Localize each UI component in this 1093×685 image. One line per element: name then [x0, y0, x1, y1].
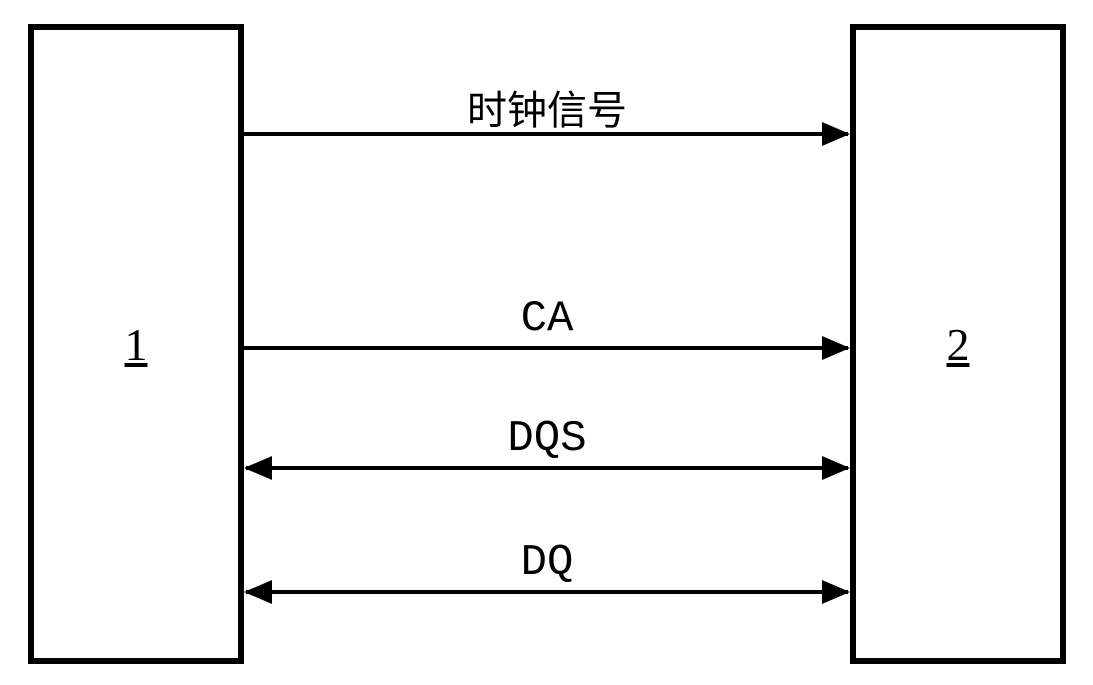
diagram-canvas: 1 2 时钟信号CADQSDQ: [0, 0, 1093, 685]
arrowhead-right-icon: [822, 580, 850, 604]
dq-signal-label: DQ: [397, 538, 697, 588]
arrowhead-left-icon: [244, 580, 272, 604]
